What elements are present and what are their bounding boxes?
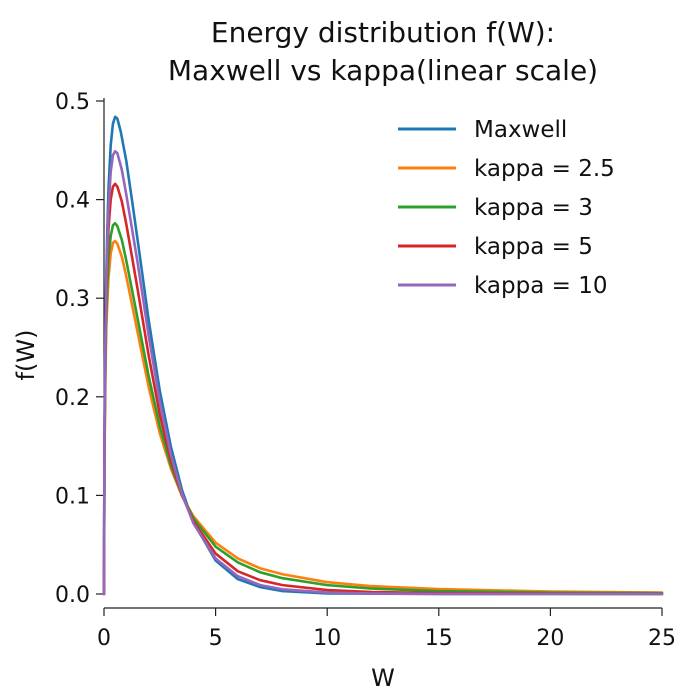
y-axis-ticks: 0.0 0.1 0.2 0.3 0.4 0.5 — [55, 90, 104, 608]
legend-label-kappa-5: kappa = 5 — [474, 234, 593, 260]
y-tick-label: 0.1 — [55, 484, 90, 509]
plot-area — [102, 115, 664, 596]
x-tick-label: 15 — [425, 626, 453, 651]
y-tick-label: 0.4 — [55, 189, 90, 214]
x-tick-label: 25 — [648, 626, 676, 651]
y-tick-label: 0.5 — [55, 90, 90, 115]
x-axis-label: W — [371, 664, 395, 692]
chart-title-line-1: Energy distribution f(W): — [211, 16, 555, 49]
y-axis-label: f(W) — [12, 330, 40, 381]
x-tick-label: 10 — [313, 626, 341, 651]
legend-label-kappa-3: kappa = 3 — [474, 195, 593, 221]
x-tick-label: 5 — [209, 626, 223, 651]
legend-label-kappa-2-5: kappa = 2.5 — [474, 156, 615, 182]
series-line-kappa-10 — [102, 149, 664, 596]
legend-label-kappa-10: kappa = 10 — [474, 273, 607, 299]
x-tick-label: 20 — [536, 626, 564, 651]
y-tick-label: 0.0 — [55, 583, 90, 608]
legend: Maxwell kappa = 2.5 kappa = 3 kappa = 5 kapp… — [398, 117, 615, 299]
legend-label-maxwell: Maxwell — [474, 117, 567, 143]
chart-title-line-2: Maxwell vs kappa(linear scale) — [168, 54, 598, 87]
y-tick-label: 0.3 — [55, 287, 90, 312]
x-tick-label: 0 — [97, 626, 111, 651]
x-axis-ticks: 0 5 10 15 20 25 — [97, 608, 676, 651]
y-tick-label: 0.2 — [55, 386, 90, 411]
